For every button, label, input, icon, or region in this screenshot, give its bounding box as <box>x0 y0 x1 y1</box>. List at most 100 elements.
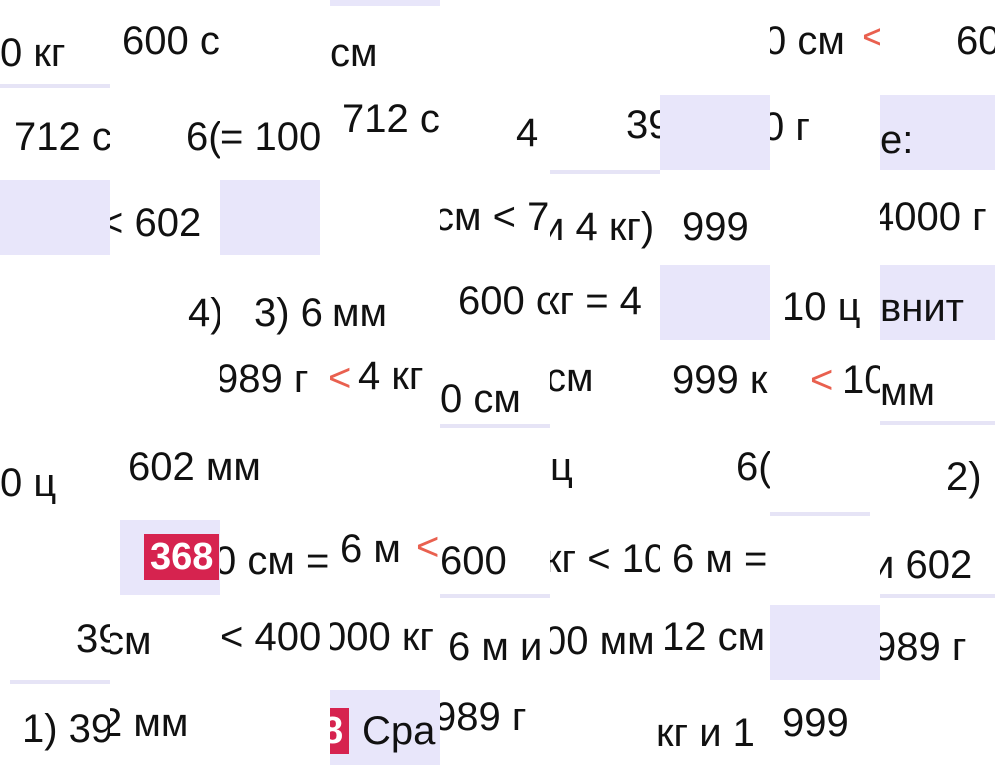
fragment: 6 м и <box>448 625 543 669</box>
fragment: 1) 39 <box>22 707 110 751</box>
fragment: 0 см <box>440 377 521 421</box>
tile-29: внит <box>880 265 995 340</box>
divider <box>550 170 660 174</box>
tile-3: см <box>330 0 440 90</box>
divider <box>440 424 550 428</box>
fragment: 60 <box>956 19 995 63</box>
answer-badge: 368 <box>144 534 220 580</box>
fragment: 602 мм <box>128 445 261 489</box>
fragment: 2) <box>946 455 982 499</box>
fragment: 989 г <box>880 625 967 669</box>
fragment: < 400 <box>220 615 322 659</box>
fragment: 0 г <box>770 105 810 149</box>
tile-32: 0 см <box>440 360 550 430</box>
fragment: 2 мм <box>110 701 189 745</box>
tile-7: 6( <box>110 90 220 180</box>
answer-badge: 8 <box>330 708 350 754</box>
fragment: 712 с <box>14 115 110 159</box>
tile-37: 0 ц <box>0 430 110 520</box>
tile-41 <box>770 430 880 520</box>
tile-6: 712 с <box>0 90 110 180</box>
tile-50: 39 <box>0 600 110 690</box>
fragment: см <box>550 356 594 400</box>
tile-25: 600 с <box>440 270 550 360</box>
tile-53: 000 кг <box>330 600 440 690</box>
tile-13: 0 г <box>770 90 880 180</box>
fragment: 39 <box>76 617 110 661</box>
fragment: е: <box>880 118 914 162</box>
fragment: мм <box>332 291 387 335</box>
tile-46: 600 <box>440 520 550 600</box>
tile-59: 1) 39 <box>0 690 110 771</box>
tile-31: < 4 кг <box>330 345 440 425</box>
fragment: 4 <box>516 111 539 155</box>
fragment: 10 <box>842 358 880 402</box>
fragment: 0 ц <box>0 461 57 505</box>
tile-10: 4 <box>440 90 550 180</box>
fragment: 4) <box>188 291 220 335</box>
fragment: 999 <box>782 701 849 745</box>
tile-49: и 602 <box>880 520 995 600</box>
fragment: 4 кг <box>358 354 424 398</box>
tile-52: < 400 <box>220 600 330 690</box>
fragment: 4000 г <box>880 195 987 239</box>
less-than-sign: < <box>862 15 880 59</box>
tile-1: 0 кг <box>0 0 110 90</box>
tile-21: 4000 г <box>880 180 995 270</box>
fragment: см <box>110 619 152 663</box>
tile-63: кг и 1 <box>550 690 770 771</box>
fragment: = 100 <box>220 115 322 159</box>
fragment: 600 с <box>458 279 550 323</box>
tile-38: : 602 мм <box>110 430 330 520</box>
fragment: внит <box>880 286 965 330</box>
fragment: 0 кг <box>0 31 66 75</box>
tile-23: 3) 6 <box>220 270 330 360</box>
fragment: < 602 <box>110 201 202 245</box>
divider <box>0 84 110 88</box>
tile-42: 2) <box>880 430 995 520</box>
fragment: и 602 <box>880 543 973 587</box>
tile-61: 8 Сра <box>330 690 440 771</box>
tile-36: мм <box>880 345 995 425</box>
tile-55: 00 мм <box>550 600 660 690</box>
fragment: 12 см <box>662 615 766 659</box>
tile-47: кг < 10 <box>550 520 660 610</box>
divider <box>10 680 110 684</box>
tile-39: ц <box>550 430 660 520</box>
tile-54: 6 м и <box>440 600 550 690</box>
highlight <box>880 265 995 340</box>
fragment: 0 см <box>770 19 845 63</box>
divider <box>880 421 995 425</box>
tile-44: 0 см = <box>220 520 330 610</box>
tile-45: 6 м < <box>330 520 440 610</box>
tile-2: 600 с <box>110 0 220 90</box>
tile-30: 989 г <box>220 350 330 430</box>
tile-22: 4) <box>110 270 220 360</box>
fragment: 10 ц <box>782 285 861 329</box>
fragment: кг = 4 <box>550 279 642 323</box>
fragment: 000 кг <box>330 615 434 659</box>
tile-9: 712 с <box>330 90 440 180</box>
fragment: см < 7 <box>440 195 550 239</box>
tile-17 <box>220 180 320 255</box>
fragment: ц <box>550 445 573 489</box>
fragment: и 4 кг) <box>550 205 655 249</box>
divider <box>440 594 550 598</box>
fragment: кг и 1 <box>656 711 755 755</box>
tile-19: и 4 кг) <box>550 180 660 270</box>
less-than-sign: < <box>416 525 440 569</box>
less-than-sign: < <box>810 358 834 402</box>
tile-57 <box>770 605 880 680</box>
tile-11: 39 <box>550 90 660 180</box>
fragment: 999 <box>682 205 749 249</box>
tile-12 <box>660 95 770 170</box>
tile-18: см < 7 <box>440 180 550 270</box>
tile-64: 999 <box>770 690 880 771</box>
highlight <box>880 95 995 170</box>
highlight <box>0 180 110 255</box>
fragment: 712 с <box>342 97 440 141</box>
highlight <box>660 95 770 170</box>
divider <box>770 512 870 516</box>
tile-14: е: <box>880 95 995 170</box>
fragment: 999 кг <box>672 358 770 402</box>
